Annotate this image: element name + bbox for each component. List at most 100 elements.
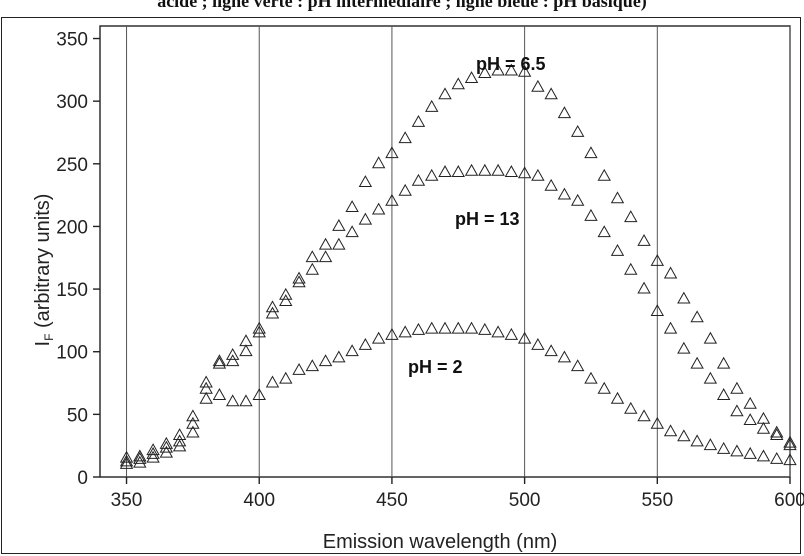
point-s1-11 (265, 300, 280, 313)
point-s1-21 (398, 131, 412, 144)
x-axis: 350 400 450 500 550 600 (111, 477, 804, 511)
point-s1-22 (411, 114, 426, 127)
point-s1-17 (345, 200, 359, 213)
point-s3-42 (677, 429, 691, 442)
point-s3-47 (743, 446, 757, 459)
point-s1-4 (172, 428, 187, 441)
point-s1-26 (464, 71, 479, 84)
plot-frame (99, 25, 791, 478)
point-s2-3 (159, 440, 174, 453)
x-tick-label-400: 400 (243, 490, 275, 511)
point-s3-3 (159, 445, 174, 458)
point-s2-15 (318, 250, 333, 263)
point-s1-31 (531, 79, 545, 92)
point-s2-38 (624, 262, 638, 275)
point-s1-10 (252, 321, 266, 334)
point-s3-27 (478, 322, 492, 335)
point-s1-39 (637, 233, 651, 246)
y-axis-title-main: I (32, 341, 54, 347)
point-s1-7 (212, 354, 227, 367)
series-1 (119, 63, 797, 463)
data-points (119, 63, 797, 469)
point-s2-44 (703, 371, 718, 384)
y-axis-title-sub: F (42, 334, 56, 341)
y-tick-label-300: 300 (56, 92, 88, 113)
point-s3-13 (292, 362, 306, 375)
point-s3-26 (464, 321, 479, 334)
point-s3-6 (199, 391, 213, 404)
point-s3-8 (225, 394, 240, 407)
annotation-ph-6-5: pH = 6.5 (476, 54, 546, 74)
point-s3-46 (730, 444, 744, 457)
point-s1-44 (703, 331, 718, 344)
point-s1-29 (504, 63, 519, 76)
point-s1-14 (305, 250, 320, 263)
point-s1-9 (239, 334, 253, 347)
point-s2-37 (610, 243, 625, 256)
point-s2-29 (504, 165, 519, 177)
point-s3-22 (411, 322, 426, 335)
point-s3-34 (570, 359, 585, 372)
point-s1-50 (783, 438, 797, 451)
point-s3-45 (716, 441, 731, 454)
point-s2-40 (650, 304, 665, 317)
point-s2-28 (491, 163, 505, 176)
point-s3-39 (637, 409, 651, 422)
point-s1-48 (756, 411, 771, 424)
point-s2-25 (451, 165, 465, 177)
point-s2-42 (677, 341, 691, 354)
point-s3-24 (438, 321, 452, 334)
point-s3-20 (385, 327, 399, 340)
point-s3-12 (279, 371, 293, 384)
point-s1-0 (119, 450, 134, 463)
y-tick-label-100: 100 (56, 343, 88, 364)
point-s1-45 (716, 356, 731, 369)
point-s3-21 (398, 325, 412, 338)
point-s1-34 (570, 124, 585, 137)
y-tick-label-150: 150 (56, 280, 88, 301)
point-s2-20 (385, 193, 399, 206)
point-s3-29 (504, 327, 519, 340)
point-s2-50 (783, 435, 797, 448)
point-s1-49 (770, 425, 784, 438)
point-s1-43 (690, 310, 704, 323)
point-s3-35 (584, 371, 598, 384)
point-s3-2 (146, 450, 160, 463)
point-s2-27 (478, 163, 492, 176)
point-s3-14 (305, 359, 320, 372)
point-s2-22 (411, 173, 426, 186)
point-s2-47 (743, 413, 757, 426)
point-s2-1 (133, 451, 147, 464)
point-s2-41 (663, 321, 678, 334)
point-s3-33 (557, 350, 572, 363)
point-s1-1 (133, 449, 147, 462)
point-s1-37 (610, 191, 625, 204)
point-s1-30 (517, 64, 532, 77)
y-axis-title-rest: (arbitrary units) (32, 194, 54, 334)
y-tick-label-250: 250 (56, 155, 88, 176)
point-s3-40 (650, 416, 665, 429)
figure-border (1, 17, 801, 554)
point-s3-30 (517, 331, 532, 344)
point-s2-14 (305, 262, 320, 275)
point-s1-16 (332, 218, 346, 231)
point-s1-18 (358, 175, 373, 187)
point-s1-5 (186, 409, 200, 422)
point-s1-8 (225, 347, 240, 360)
point-s2-17 (345, 225, 359, 238)
y-axis: 0 50 100 150 200 250 300 350 (56, 30, 100, 489)
point-s1-27 (478, 66, 492, 79)
y-tick-label-200: 200 (56, 217, 88, 238)
point-s3-4 (172, 439, 187, 452)
point-s3-10 (252, 388, 266, 400)
series-2 (119, 163, 797, 467)
x-tick-label-550: 550 (641, 490, 673, 511)
point-s1-46 (730, 381, 744, 394)
point-s3-48 (756, 449, 771, 462)
point-s1-42 (677, 291, 691, 304)
point-s3-5 (186, 425, 200, 438)
point-s1-38 (624, 210, 638, 223)
point-s1-13 (292, 271, 306, 284)
